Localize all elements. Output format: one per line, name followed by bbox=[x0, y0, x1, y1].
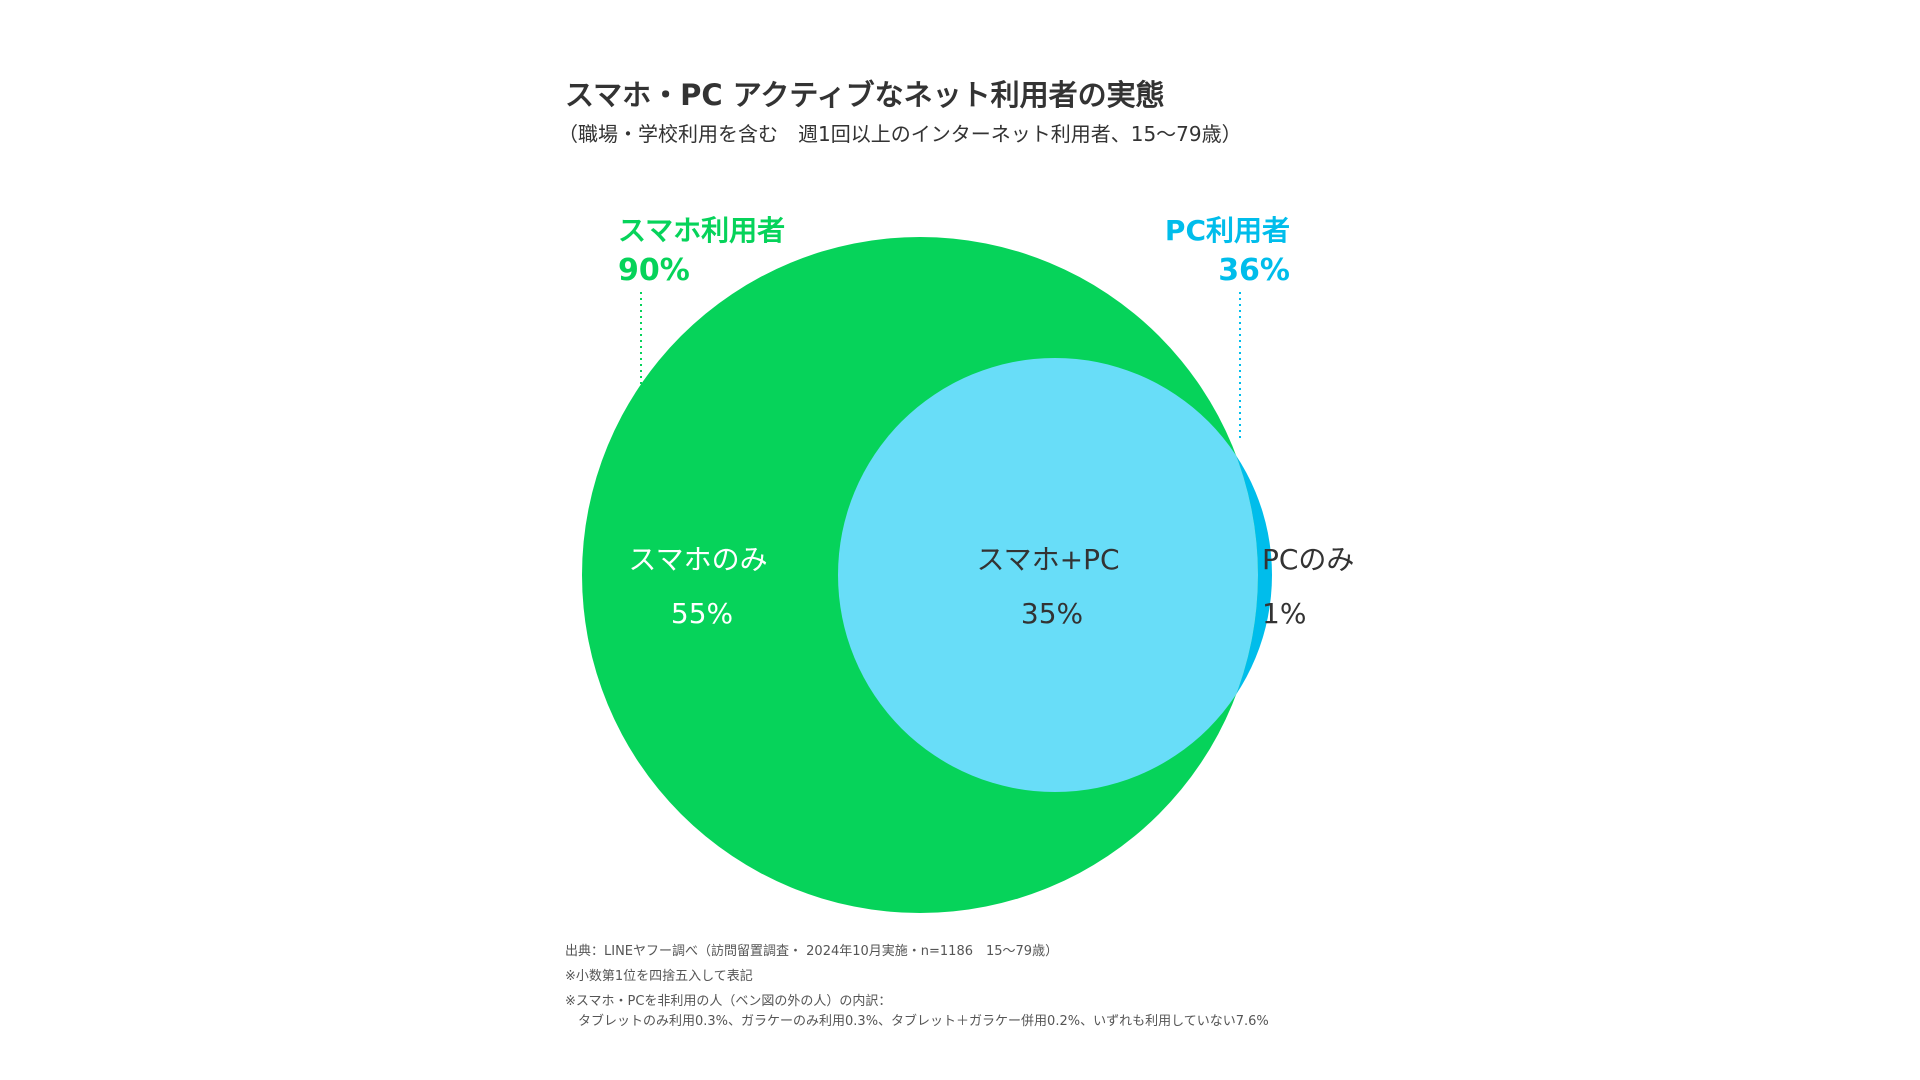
overlap-region bbox=[838, 358, 1258, 792]
smartphone-set-value: 90% bbox=[618, 253, 690, 288]
smartphone-only-value: 55% bbox=[671, 597, 733, 630]
pc-set-value: 36% bbox=[1218, 253, 1290, 288]
pc-only-value: 1% bbox=[1262, 597, 1306, 630]
overlap-label: スマホ+PC bbox=[976, 543, 1119, 576]
footnote-source: 出典：LINEヤフー調べ（訪問留置調査・ 2024年10月実施・n=1186 1… bbox=[565, 944, 1059, 959]
footnote-nonuser-breakdown: タブレットのみ利用0.3%、ガラケーのみ利用0.3%、タブレット＋ガラケー併用0… bbox=[565, 1014, 1269, 1029]
overlap-value: 35% bbox=[1021, 597, 1083, 630]
smartphone-only-label: スマホのみ bbox=[628, 543, 767, 576]
pc-set-label: PC利用者 bbox=[1165, 214, 1290, 247]
chart-subtitle: （職場・学校利用を含む 週1回以上のインターネット利用者、15～79歳） bbox=[558, 122, 1242, 146]
footnote-rounding: ※小数第1位を四捨五入して表記 bbox=[565, 969, 753, 984]
chart-title: スマホ・PC アクティブなネット利用者の実態 bbox=[565, 78, 1165, 112]
footnote-nonuser-heading: ※スマホ・PCを非利用の人（ベン図の外の人）の内訳： bbox=[565, 994, 892, 1009]
pc-only-label: PCのみ bbox=[1262, 543, 1354, 576]
smartphone-set-label: スマホ利用者 bbox=[618, 214, 785, 247]
